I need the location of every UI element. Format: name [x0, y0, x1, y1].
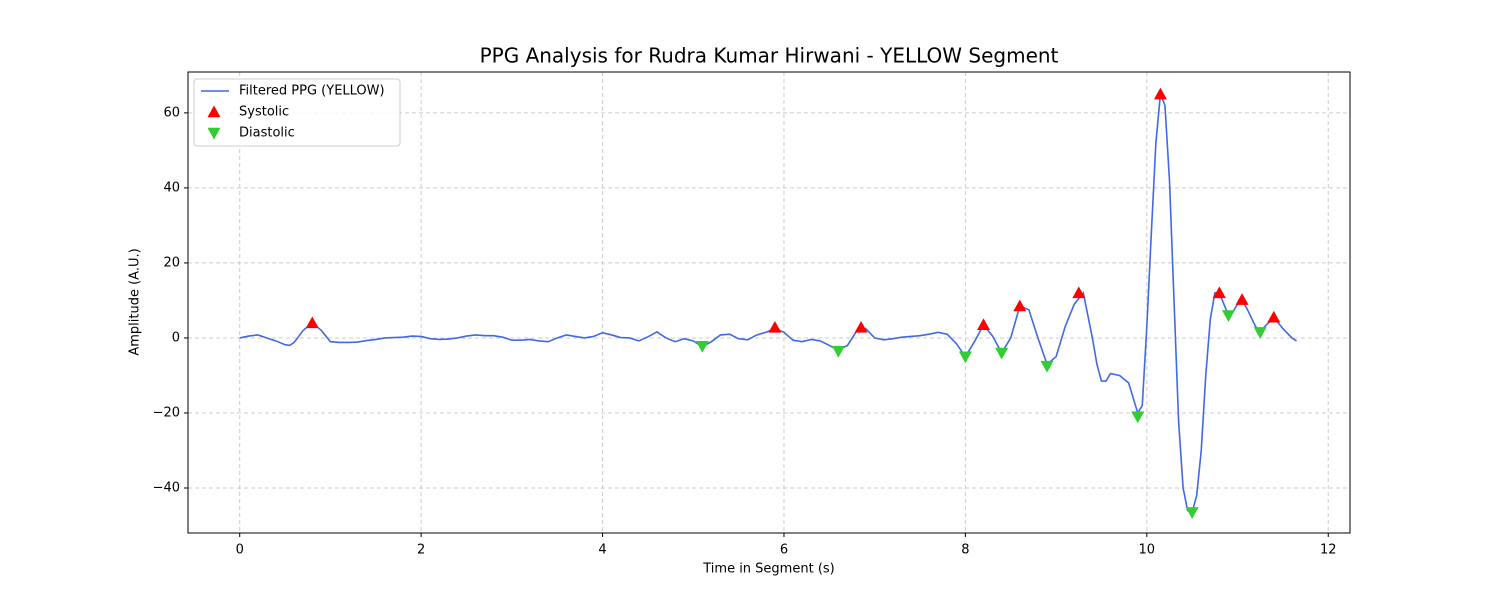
y-tick-label: 20	[163, 255, 180, 270]
peak-marker	[1072, 286, 1086, 299]
legend-label: Filtered PPG (YELLOW)	[239, 84, 385, 99]
legend-label: Systolic	[239, 105, 289, 120]
y-tick-label: 0	[172, 330, 180, 345]
peak-marker	[305, 316, 319, 329]
peak-marker	[831, 345, 845, 358]
peak-marker	[1153, 87, 1167, 100]
legend-marker	[207, 105, 221, 118]
peak-marker	[958, 351, 972, 364]
plot-frame	[187, 71, 1351, 534]
peak-marker	[1221, 310, 1235, 322]
x-tick-label: 2	[417, 543, 425, 558]
y-tick-label: 40	[163, 180, 180, 195]
x-tick-label: 8	[961, 543, 969, 558]
x-tick-label: 0	[236, 543, 244, 558]
peak-marker	[768, 320, 782, 333]
peak-marker	[1185, 507, 1199, 519]
legend-marker	[207, 127, 221, 140]
chart-title: PPG Analysis for Rudra Kumar Hirwani - Y…	[480, 44, 1059, 68]
x-tick-label: 6	[780, 543, 788, 558]
peak-marker	[854, 320, 868, 333]
peak-marker	[695, 340, 709, 353]
x-tick-label: 10	[1139, 543, 1156, 558]
legend-label: Diastolic	[239, 126, 295, 141]
y-tick-label: −20	[153, 405, 180, 420]
y-axis-label: Amplitude (A.U.)	[128, 248, 143, 355]
peak-marker	[995, 347, 1009, 360]
peak-marker	[1013, 299, 1027, 312]
peak-marker	[1131, 411, 1145, 424]
x-tick-label: 12	[1320, 543, 1337, 558]
x-tick-label: 4	[598, 543, 606, 558]
peak-marker	[1235, 293, 1249, 305]
peak-marker	[1040, 360, 1054, 373]
peak-marker	[1253, 327, 1267, 339]
y-tick-label: −40	[153, 480, 180, 495]
peak-marker	[1267, 310, 1281, 323]
peak-marker	[977, 318, 991, 331]
x-axis-label: Time in Segment (s)	[702, 562, 834, 577]
signal-line	[239, 93, 1297, 514]
peak-marker	[1212, 286, 1226, 299]
y-tick-label: 60	[163, 105, 180, 120]
legend-box	[193, 78, 401, 147]
